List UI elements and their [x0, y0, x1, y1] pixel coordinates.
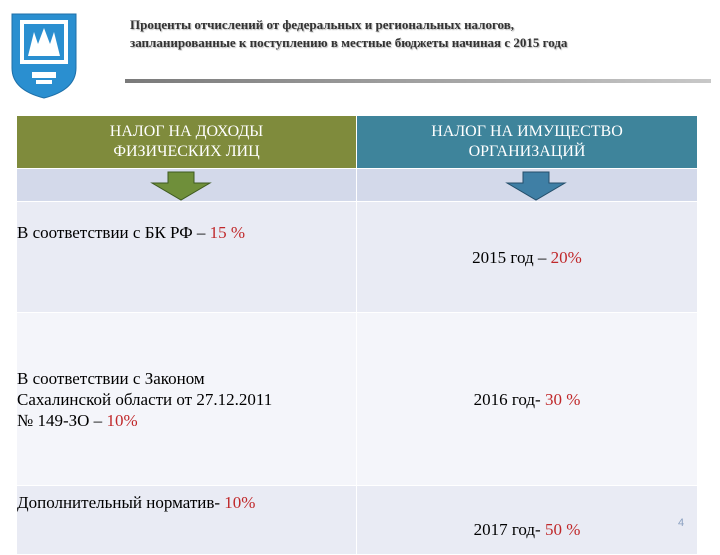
row1-left-cell: В соответствии с БК РФ – 15 %: [16, 201, 357, 313]
value-badge: 20%: [550, 247, 582, 267]
value-badge: 15 %: [209, 223, 246, 242]
arrow-cell-left: [16, 168, 357, 202]
value-badge: 50 %: [544, 520, 581, 539]
title-divider: [125, 79, 711, 83]
title-line-1: Проценты отчислений от федеральных и рег…: [130, 17, 514, 32]
arrow-down-icon: [505, 171, 567, 201]
table-row: В соответствии с Законом Сахалинской обл…: [16, 312, 698, 486]
row1-right-cell: 2015 год – 20%: [356, 201, 698, 313]
coat-of-arms-icon: [11, 13, 77, 99]
value-badge: 10%: [224, 493, 256, 512]
header-property-tax: НАЛОГ НА ИМУЩЕСТВО ОРГАНИЗАЦИЙ: [356, 115, 698, 169]
arrow-row: [16, 168, 698, 202]
page-number: 4: [678, 517, 685, 529]
row3-right-cell: 2017 год- 50 %: [356, 485, 698, 555]
value-badge: 10%: [106, 410, 138, 430]
title-line-2: запланированные к поступлению в местные …: [130, 35, 568, 50]
row2-left-cell: В соответствии с Законом Сахалинской обл…: [16, 312, 357, 486]
header-personal-income-tax: НАЛОГ НА ДОХОДЫ ФИЗИЧЕСКИХ ЛИЦ: [16, 115, 357, 169]
row2-right-cell: 2016 год- 30 %: [356, 312, 698, 486]
table-header-row: НАЛОГ НА ДОХОДЫ ФИЗИЧЕСКИХ ЛИЦ НАЛОГ НА …: [16, 115, 698, 169]
tax-table: НАЛОГ НА ДОХОДЫ ФИЗИЧЕСКИХ ЛИЦ НАЛОГ НА …: [16, 115, 698, 555]
arrow-down-icon: [150, 171, 212, 201]
table-row: В соответствии с БК РФ – 15 % 2015 год –…: [16, 201, 698, 313]
table-row: Дополнительный норматив- 10% 2017 год- 5…: [16, 485, 698, 555]
page-title: Проценты отчислений от федеральных и рег…: [130, 16, 700, 52]
value-badge: 30 %: [544, 389, 581, 409]
row3-left-cell: Дополнительный норматив- 10%: [16, 485, 357, 555]
arrow-cell-right: [356, 168, 698, 202]
